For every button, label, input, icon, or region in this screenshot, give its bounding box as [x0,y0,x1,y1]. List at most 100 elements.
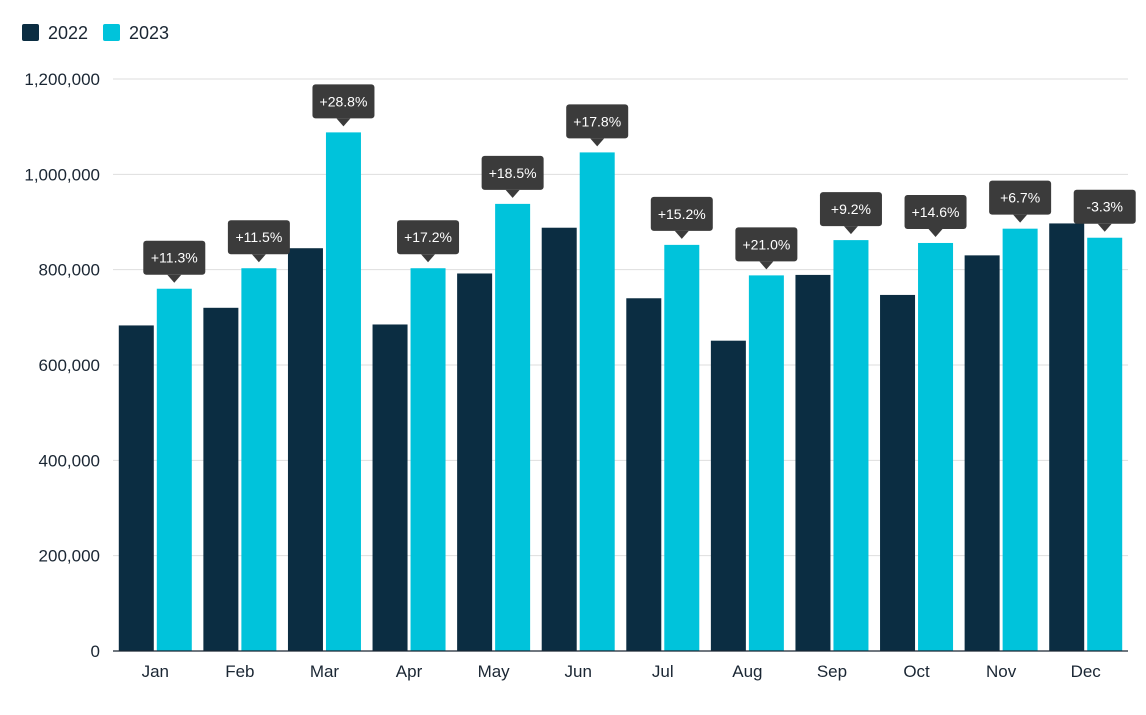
badge-box [397,220,460,255]
badge-box [735,227,798,262]
bar-2023-apr [410,268,446,651]
bar-2023-jun [579,152,615,651]
bar-2022-nov [964,255,1000,651]
badge-pointer [421,254,436,263]
bar-2023-feb [241,268,277,651]
bar-2022-oct [880,294,916,651]
x-axis: Jan Feb Mar Apr May Jun Jul Aug Sep Oct Nov Dec [113,650,1128,681]
badge-label: +21.0% [742,236,790,252]
bar-2022-jan [118,325,154,651]
badge-pointer [759,261,774,270]
badge-pointer [336,118,351,127]
bar-2023-may [495,203,531,652]
y-axis: 0 200,000 400,000 600,000 800,000 1,000,000 1,… [24,70,100,661]
badge-label: +9.2% [831,201,871,217]
badge-pointer [251,254,266,263]
bar-2022-aug [710,340,746,651]
badge-pointer [1097,223,1112,232]
annotations: +11.3% +11.5% +28.8% +17.2% +18.5% +17.8% +15.… [143,84,1136,283]
change-badge: +17.2% [397,220,460,263]
x-tick-label: May [478,662,511,681]
change-badge: -3.3% [1073,189,1136,232]
bar-2022-jun [541,227,577,651]
badge-pointer [167,274,182,283]
y-tick-label: 200,000 [39,547,100,566]
change-badge: +15.2% [650,196,713,239]
bars [118,132,1123,652]
bar-2023-nov [1002,228,1038,651]
y-tick-label: 1,000,000 [24,165,100,184]
badge-label: +17.8% [573,113,621,129]
bar-2023-jul [664,244,700,651]
x-tick-label: Jan [142,662,169,681]
bar-2022-dec [1049,223,1085,651]
bar-2023-aug [748,275,784,651]
change-badge: +21.0% [735,227,798,270]
y-tick-label: 600,000 [39,356,100,375]
x-tick-label: Oct [903,662,930,681]
badge-pointer [590,138,605,147]
bar-2022-may [457,273,493,651]
badge-box [312,84,375,119]
badge-label: +18.5% [489,165,537,181]
x-tick-label: Nov [986,662,1017,681]
badge-box [904,194,967,229]
badge-box [989,180,1052,215]
legend-label-2023: 2023 [129,23,169,43]
bar-2023-jan [156,288,192,651]
badge-box [819,192,882,227]
legend: 2022 2023 [22,23,169,43]
badge-pointer [674,230,689,239]
change-badge: +6.7% [989,180,1052,223]
change-badge: +18.5% [481,155,544,198]
bar-2022-sep [795,274,831,651]
badge-box [227,220,290,255]
bar-2023-sep [833,240,869,651]
badge-box [650,196,713,231]
badge-box [481,155,544,190]
badge-pointer [928,228,943,237]
x-tick-label: Sep [817,662,847,681]
bar-2023-oct [918,242,954,651]
change-badge: +9.2% [819,192,882,235]
bar-2022-apr [372,324,408,651]
bar-2022-feb [203,307,239,651]
change-badge: +17.8% [566,104,629,147]
y-tick-label: 1,200,000 [24,70,100,89]
bar-2022-mar [287,248,323,651]
y-tick-label: 400,000 [39,451,100,470]
x-tick-label: Aug [732,662,762,681]
badge-label: +11.3% [151,250,198,266]
change-badge: +14.6% [904,194,967,237]
bar-2023-mar [325,132,361,652]
badge-label: -3.3% [1086,199,1123,215]
badge-label: +17.2% [404,229,452,245]
badge-pointer [505,189,520,198]
x-tick-label: Dec [1071,662,1102,681]
badge-label: +14.6% [912,204,960,220]
bar-2023-dec [1087,237,1123,652]
x-tick-label: Apr [396,662,423,681]
badge-box [1073,189,1136,224]
change-badge: +11.5% [227,220,290,263]
legend-swatch-2023 [103,24,120,41]
x-tick-label: Jun [564,662,591,681]
change-badge: +28.8% [312,84,375,127]
badge-label: +11.5% [235,229,282,245]
x-tick-label: Jul [652,662,674,681]
badge-pointer [1013,214,1028,223]
change-badge: +11.3% [143,240,206,283]
badge-label: +28.8% [320,93,368,109]
x-tick-label: Mar [310,662,340,681]
badge-pointer [843,226,858,235]
badge-label: +15.2% [658,206,706,222]
legend-label-2022: 2022 [48,23,88,43]
gridlines [113,78,1128,557]
legend-swatch-2022 [22,24,39,41]
x-tick-label: Feb [225,662,254,681]
badge-box [566,104,629,139]
bar-2022-jul [626,298,662,651]
badge-box [143,240,206,275]
badge-label: +6.7% [1000,190,1040,206]
